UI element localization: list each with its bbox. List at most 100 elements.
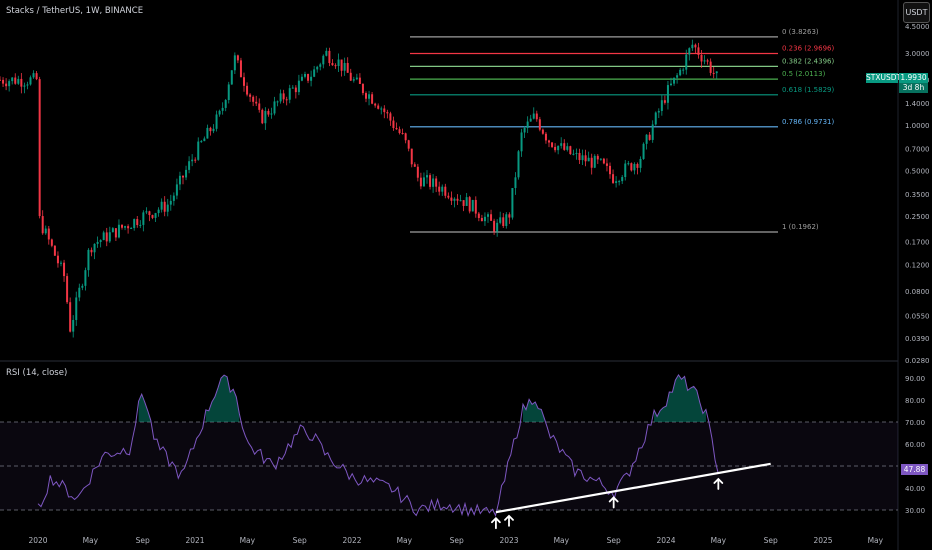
candle-body: [523, 127, 526, 133]
candle-body: [642, 143, 645, 159]
candle-body: [496, 222, 499, 232]
fib-level-label: 0.618 (1.5829): [782, 86, 834, 94]
candle-body: [331, 63, 334, 66]
candle-body: [352, 79, 355, 81]
candle-body: [29, 77, 32, 85]
candle-body: [566, 146, 569, 150]
candle-body: [538, 119, 541, 130]
candle-body: [563, 143, 566, 150]
candle-body: [618, 181, 621, 183]
price-tag-countdown: 3d 8h: [899, 83, 928, 93]
candle-body: [508, 214, 511, 218]
time-axis-tick: Sep: [450, 536, 464, 545]
candle-body: [657, 110, 660, 113]
time-axis-tick: May: [397, 536, 413, 545]
currency-button[interactable]: USDT: [903, 2, 930, 23]
candle-body: [499, 217, 502, 223]
candle-body: [157, 209, 160, 214]
candle-body: [615, 181, 618, 183]
candle-body: [346, 62, 349, 73]
time-axis-tick: Sep: [607, 536, 621, 545]
candle-body: [11, 77, 14, 82]
candle-body: [136, 219, 139, 226]
candle-body: [325, 50, 328, 56]
candle-body: [654, 112, 657, 125]
candle-body: [593, 155, 596, 168]
candle-body: [480, 217, 483, 222]
candle-body: [380, 108, 383, 110]
candle-body: [169, 200, 172, 205]
candle-body: [462, 200, 465, 206]
candle-body: [666, 85, 669, 103]
price-axis-tick: 1.4000: [905, 100, 930, 108]
candle-body: [514, 177, 517, 189]
candle-body: [578, 152, 581, 161]
up-arrow-icon: [504, 514, 514, 527]
candle-body: [581, 155, 584, 161]
candle-body: [69, 302, 72, 332]
candle-body: [35, 73, 38, 80]
candle-body: [206, 127, 209, 139]
candle-body: [102, 232, 105, 241]
candle-body: [72, 319, 75, 332]
candle-body: [133, 219, 136, 229]
candle-body: [5, 83, 8, 87]
candle-body: [444, 186, 447, 196]
candle-body: [197, 141, 200, 160]
price-axis-tick: 0.0390: [905, 335, 930, 343]
candle-body: [468, 197, 471, 212]
candle-body: [163, 201, 166, 212]
time-axis-tick: May: [868, 536, 884, 545]
rsi-overbought-fill: [522, 399, 545, 422]
candle-body: [114, 228, 117, 238]
candle-body: [209, 127, 212, 132]
fib-level-label: 1 (0.1962): [782, 223, 819, 231]
time-axis-tick: Sep: [764, 536, 778, 545]
time-axis-tick: 2020: [28, 536, 47, 545]
candle-body: [410, 148, 413, 165]
candle-body: [712, 72, 715, 74]
candle-body: [456, 198, 459, 201]
candle-body: [81, 285, 84, 288]
rsi-overbought-fill: [138, 394, 151, 422]
time-axis-tick: 2021: [185, 536, 204, 545]
candle-body: [471, 199, 474, 212]
candle-body: [276, 101, 279, 103]
candle-body: [270, 113, 273, 115]
candle-body: [182, 175, 184, 178]
candle-body: [53, 245, 56, 256]
candle-body: [365, 93, 367, 99]
candle-body: [450, 197, 453, 201]
candle-body: [26, 84, 29, 86]
fib-level-label: 0.5 (2.0113): [782, 70, 826, 78]
candle-body: [233, 55, 236, 71]
candle-body: [130, 228, 133, 230]
candle-body: [121, 224, 123, 228]
candle-body: [502, 217, 505, 226]
candle-body: [517, 151, 520, 178]
candle-body: [261, 109, 264, 124]
candle-body: [151, 215, 154, 218]
candle-body: [47, 228, 50, 240]
candle-body: [398, 129, 401, 133]
candle-body: [145, 211, 148, 213]
candle-body: [587, 157, 590, 162]
candle-body: [343, 62, 346, 71]
up-arrow-icon: [608, 496, 619, 509]
candle-body: [447, 195, 450, 198]
candle-body: [572, 153, 575, 155]
candle-body: [453, 198, 456, 201]
candle-body: [383, 108, 386, 113]
candle-body: [117, 224, 120, 238]
candle-body: [221, 107, 224, 111]
candle-body: [612, 174, 615, 183]
candle-body: [407, 140, 410, 149]
fib-level-label: 0.236 (2.9696): [782, 44, 834, 52]
fib-level-label: 0.786 (0.9731): [782, 118, 834, 126]
candle-body: [429, 175, 432, 187]
candle-body: [435, 178, 438, 187]
candle-body: [679, 69, 682, 76]
candle-body: [154, 213, 157, 218]
candle-body: [178, 175, 181, 185]
